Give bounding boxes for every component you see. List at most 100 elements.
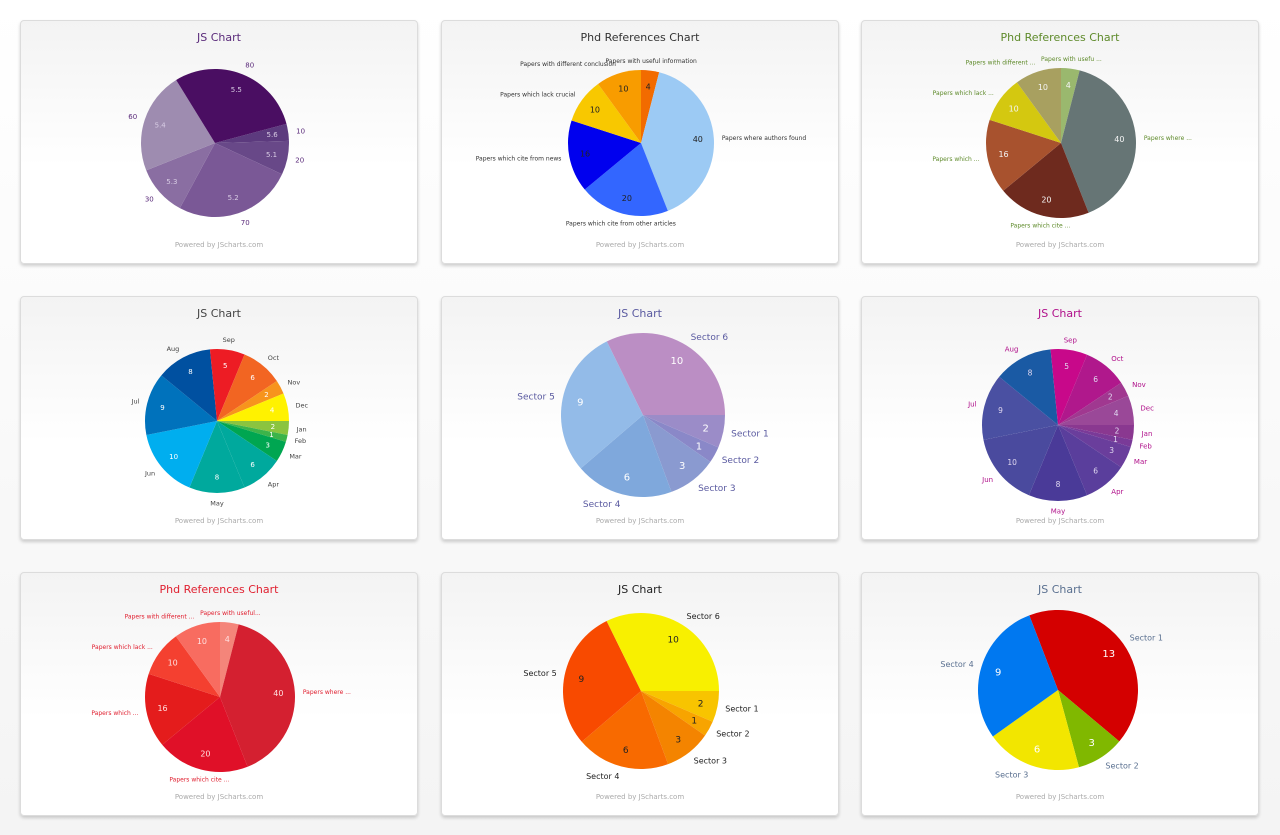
slice-label: Papers where ... [1144, 135, 1192, 142]
pie-slice[interactable] [641, 691, 713, 736]
slice-label: Oct [268, 354, 280, 362]
powered-by-link[interactable]: Powered by JScharts.com [174, 241, 264, 249]
pie-slice[interactable] [1058, 395, 1134, 425]
slice-label: 30 [145, 195, 154, 203]
powered-by-link[interactable]: Powered by JScharts.com [595, 241, 685, 249]
pie-slice[interactable] [982, 376, 1058, 440]
pie-slice[interactable] [145, 673, 220, 745]
pie-slice[interactable] [1058, 354, 1122, 425]
powered-by-link[interactable]: Powered by JScharts.com [174, 517, 264, 525]
pie-chart-panel: 4 Papers with useful... 40 Papers where ...… [20, 572, 418, 816]
pie-slice[interactable] [571, 83, 641, 143]
pie-slice[interactable] [606, 613, 719, 691]
slice-label: Sector 4 [586, 772, 619, 781]
pie-slice[interactable] [146, 421, 217, 488]
pie-slice[interactable] [209, 349, 245, 421]
pie-slice[interactable] [641, 691, 719, 722]
pie-slice[interactable] [1050, 349, 1088, 425]
slice-label: Papers where authors found [722, 135, 807, 142]
pie-slice[interactable] [643, 415, 711, 492]
pie-slice[interactable] [641, 691, 706, 765]
pie-slice[interactable] [563, 620, 641, 742]
slice-label: 80 [245, 61, 254, 69]
slice-value-label: 10 [169, 453, 178, 461]
slice-label: Papers which ... [932, 156, 979, 163]
pie-slice[interactable] [220, 622, 239, 697]
pie-slice[interactable] [161, 349, 217, 421]
slice-value-label: 20 [1041, 195, 1051, 204]
pie-slice[interactable] [217, 421, 277, 488]
slice-label: Papers with different conclusion [520, 61, 616, 68]
pie-slice[interactable] [179, 143, 283, 218]
pie-slice[interactable] [217, 421, 288, 442]
powered-by-link[interactable]: Powered by JScharts.com [1015, 793, 1105, 801]
slice-label: Papers which cite from news [476, 156, 562, 163]
pie-slice[interactable] [217, 421, 289, 436]
pie-slice[interactable] [176, 69, 287, 143]
pie-slice[interactable] [1061, 68, 1080, 143]
slice-value-label: 10 [670, 356, 683, 367]
pie-slice[interactable] [989, 82, 1061, 143]
powered-by-link[interactable]: Powered by JScharts.com [1015, 517, 1105, 525]
chart-title: JS Chart [197, 31, 241, 44]
pie-slice[interactable] [220, 624, 295, 767]
pie-slice[interactable] [148, 636, 220, 697]
pie-slice[interactable] [643, 415, 719, 462]
slice-label: Sector 6 [686, 612, 719, 621]
pie-slice[interactable] [992, 690, 1079, 770]
pie-slice[interactable] [217, 393, 289, 421]
slice-value-label: 16 [998, 150, 1008, 159]
slice-label: Sector 2 [722, 456, 760, 466]
pie-slice[interactable] [598, 70, 641, 143]
pie-slice[interactable] [162, 697, 248, 772]
pie-slice[interactable] [999, 349, 1058, 425]
slice-value-label: 5.5 [231, 86, 242, 94]
pie-slice[interactable] [584, 143, 668, 216]
pie-slice[interactable] [217, 380, 284, 421]
pie-slice[interactable] [1028, 425, 1088, 501]
slice-label: Sector 4 [583, 500, 621, 510]
pie-slice[interactable] [1003, 143, 1089, 218]
pie-slice[interactable] [189, 421, 245, 493]
slice-label: Papers which lack ... [933, 90, 994, 97]
pie-slice[interactable] [1029, 610, 1138, 742]
pie-slice[interactable] [1058, 425, 1133, 448]
pie-slice[interactable] [568, 120, 641, 190]
pie-slice[interactable] [215, 123, 289, 143]
pie-slice[interactable] [641, 72, 714, 211]
powered-by-link[interactable]: Powered by JScharts.com [595, 517, 685, 525]
pie-slice[interactable] [580, 415, 672, 497]
pie-slice[interactable] [606, 333, 725, 415]
slice-label: Nov [1132, 381, 1146, 389]
pie-slice[interactable] [1058, 425, 1122, 496]
slice-label: Sector 2 [716, 730, 749, 739]
pie-slice[interactable] [978, 615, 1058, 737]
powered-by-link[interactable]: Powered by JScharts.com [1015, 241, 1105, 249]
pie-slice[interactable] [581, 691, 669, 769]
pie-slice[interactable] [175, 622, 220, 697]
slice-value-label: 3 [679, 461, 685, 472]
pie-slice[interactable] [145, 375, 217, 436]
pie-slice[interactable] [561, 341, 643, 469]
pie-slice[interactable] [643, 415, 725, 448]
pie-slice[interactable] [1058, 690, 1120, 768]
pie-slice[interactable] [1058, 425, 1134, 440]
pie-slice[interactable] [146, 143, 215, 209]
powered-by-link[interactable]: Powered by JScharts.com [174, 793, 264, 801]
pie-slice[interactable] [986, 119, 1061, 191]
pie-slice[interactable] [215, 140, 289, 175]
pie-slice[interactable] [1016, 68, 1061, 143]
pie-slice[interactable] [1061, 70, 1136, 213]
pie-slice[interactable] [983, 425, 1058, 496]
pie-slice[interactable] [641, 70, 660, 143]
slice-value-label: 4 [270, 406, 275, 414]
pie-slice[interactable] [217, 421, 286, 462]
pie-slice[interactable] [1058, 425, 1131, 468]
powered-by-link[interactable]: Powered by JScharts.com [595, 793, 685, 801]
slice-value-label: 3 [266, 441, 270, 449]
slice-value-label: 3 [1088, 738, 1094, 749]
pie-slice[interactable] [1058, 382, 1129, 425]
slice-value-label: 9 [995, 668, 1001, 679]
pie-slice[interactable] [141, 80, 215, 171]
pie-slice[interactable] [217, 354, 277, 421]
